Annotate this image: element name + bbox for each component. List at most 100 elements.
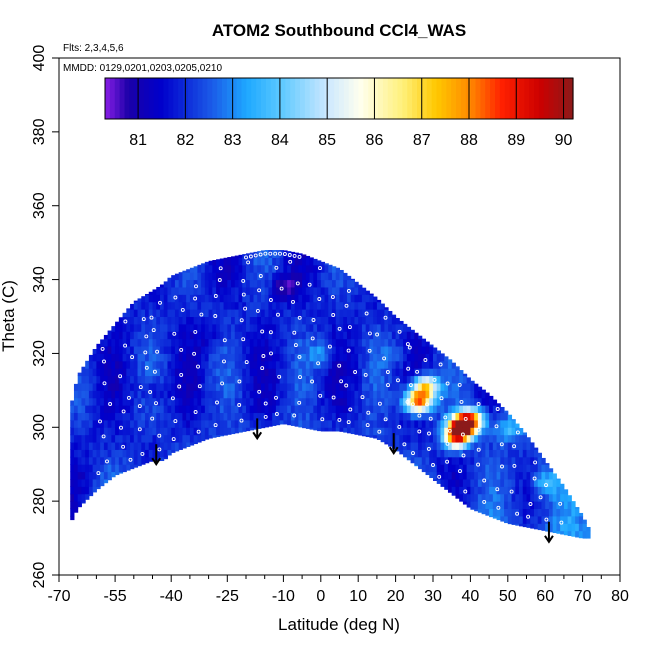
heatmap-cell [320,261,326,266]
sample-point [118,374,123,379]
heatmap-cell [305,301,311,310]
heatmap-cell [481,508,486,515]
sample-point [432,377,437,382]
heatmap-cell [451,405,456,414]
heatmap-cell [302,419,307,428]
heatmap-cell [111,338,116,347]
sample-point [297,400,302,405]
heatmap-cell [137,346,142,354]
heatmap-cell [481,434,486,443]
heatmap-cell [290,323,296,332]
heatmap-cell [249,412,254,421]
heatmap-field [70,250,591,539]
heatmap-cell [264,331,269,340]
heatmap-cell [504,410,509,414]
heatmap-cell [421,405,427,414]
heatmap-cell [384,434,389,443]
heatmap-cell [189,294,195,303]
heatmap-cell [246,338,251,347]
heatmap-cell [268,360,273,369]
heatmap-cell [107,346,112,354]
heatmap-cell [201,360,206,369]
heatmap-cell [174,427,180,436]
heatmap-cell [354,316,359,325]
heatmap-cell [201,405,206,414]
heatmap-cell [459,370,464,377]
sample-point [170,396,175,401]
heatmap-cell [511,419,516,428]
heatmap-cell [522,493,527,502]
heatmap-cell [522,471,527,480]
colorbar-swatch [402,78,408,119]
heatmap-cell [223,375,228,384]
heatmap-cell [346,427,352,434]
heatmap-cell [459,405,464,414]
heatmap-cell [522,515,527,524]
heatmap-cell [470,478,475,487]
heatmap-cell [216,259,221,266]
colorbar-tick-label: 85 [318,132,336,149]
heatmap-cell [130,427,135,436]
heatmap-cell [459,449,464,458]
heatmap-cell [145,442,150,450]
heatmap-cell [305,331,311,340]
heatmap-cell [171,449,176,453]
heatmap-cell [126,368,131,377]
heatmap-cell [459,478,464,487]
heatmap-cell [268,286,273,295]
heatmap-cell [406,368,412,377]
heatmap-cell [249,360,254,369]
heatmap-cell [212,405,217,414]
heatmap-cell [156,360,161,369]
heatmap-cell [324,301,329,310]
heatmap-cell [137,456,142,465]
heatmap-cell [369,390,374,399]
heatmap-cell [440,382,445,391]
heatmap-cell [369,294,374,303]
heatmap-cell [373,412,378,421]
heatmap-cell [485,493,490,502]
heatmap-cell [130,382,135,391]
heatmap-cell [283,390,288,399]
heatmap-cell [358,412,363,421]
heatmap-cell [77,397,82,406]
heatmap-cell [227,286,232,295]
heatmap-cell [290,390,296,399]
heatmap-cell [526,437,531,443]
heatmap-cell [354,427,359,435]
heatmap-cell [156,427,161,436]
heatmap-cell [223,279,228,288]
heatmap-cell [530,456,535,465]
heatmap-cell [174,346,180,354]
heatmap-cell [115,346,120,354]
heatmap-cell [433,368,438,377]
heatmap-cell [111,449,116,458]
heatmap-cell [133,360,139,369]
heatmap-cell [100,368,105,377]
y-tick-label: 380 [31,118,48,145]
heatmap-cell [459,486,464,495]
heatmap-cell [302,254,307,258]
heatmap-cell [519,456,524,465]
heatmap-cell [212,434,217,438]
heatmap-cell [178,353,183,362]
heatmap-cell [429,419,434,428]
heatmap-cell [275,382,281,391]
heatmap-cell [148,419,153,428]
heatmap-cell [186,434,191,443]
heatmap-cell [193,316,198,325]
heatmap-cell [204,412,210,421]
heatmap-cell [88,456,94,465]
colorbar-swatch [524,78,530,119]
heatmap-cell [320,338,326,347]
heatmap-cell [515,515,520,524]
heatmap-cell [126,338,131,347]
heatmap-cell [376,382,382,391]
heatmap-cell [556,501,561,510]
heatmap-cell [216,390,221,399]
heatmap-cell [73,405,79,414]
heatmap-cell [118,390,124,399]
heatmap-cell [541,523,546,531]
heatmap-cell [421,353,427,362]
heatmap-cell [193,419,198,428]
